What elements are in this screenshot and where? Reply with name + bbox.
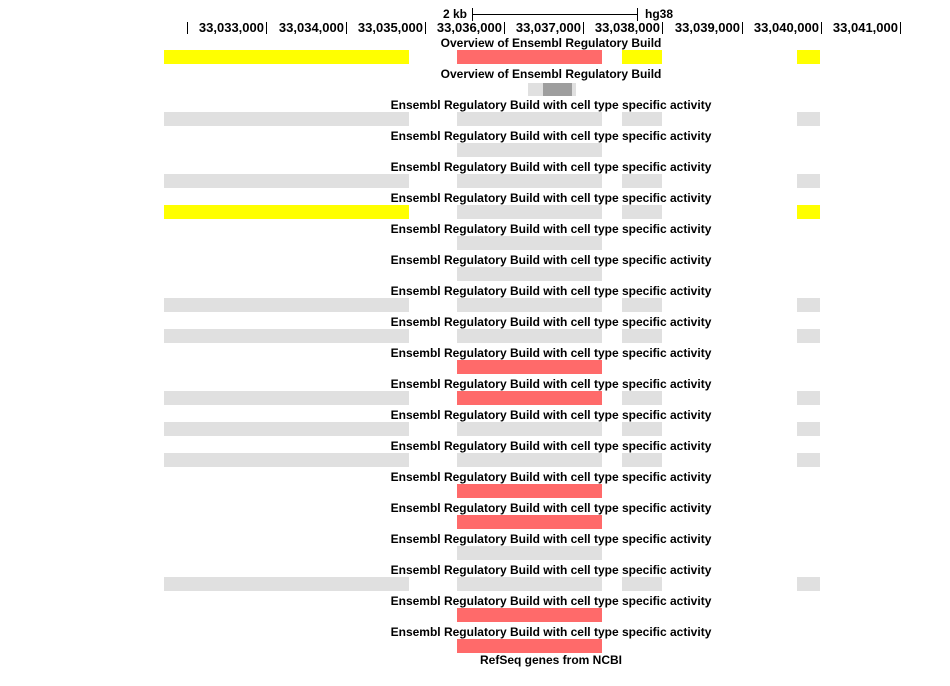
regulatory-feature-gray[interactable] — [164, 422, 409, 436]
cell-activity-track-1-title[interactable]: Ensembl Regulatory Build with cell type … — [390, 98, 712, 112]
regulatory-feature-yellow[interactable] — [797, 205, 820, 219]
regulatory-feature-gray[interactable] — [457, 267, 602, 281]
scale-bar-right-cap — [637, 8, 638, 21]
coordinate-tick — [346, 22, 347, 34]
coordinate-tick — [187, 22, 188, 34]
coordinate-tick — [742, 22, 743, 34]
coordinate-tick — [504, 22, 505, 34]
overview-regbuild-density-track-title[interactable]: Overview of Ensembl Regulatory Build — [440, 67, 662, 81]
regulatory-feature-gray[interactable] — [164, 391, 409, 405]
regulatory-feature-gray[interactable] — [622, 577, 662, 591]
coordinate-label: 33,034,000 — [278, 20, 344, 35]
regulatory-feature-gray[interactable] — [622, 422, 662, 436]
coordinate-tick — [662, 22, 663, 34]
regulatory-feature-gray[interactable] — [528, 83, 543, 96]
coordinate-label: 33,037,000 — [515, 20, 581, 35]
regulatory-feature-gray[interactable] — [457, 236, 602, 250]
coordinate-label: 33,041,000 — [832, 20, 898, 35]
cell-activity-track-7-title[interactable]: Ensembl Regulatory Build with cell type … — [390, 284, 712, 298]
cell-activity-track-4-title[interactable]: Ensembl Regulatory Build with cell type … — [390, 191, 712, 205]
regulatory-feature-gray[interactable] — [457, 143, 602, 157]
cell-activity-track-12-title[interactable]: Ensembl Regulatory Build with cell type … — [390, 439, 712, 453]
regulatory-feature-red[interactable] — [457, 515, 602, 529]
regulatory-feature-gray[interactable] — [797, 453, 820, 467]
regulatory-feature-gray[interactable] — [164, 112, 409, 126]
regulatory-feature-gray[interactable] — [622, 329, 662, 343]
regulatory-feature-gray[interactable] — [622, 298, 662, 312]
regulatory-feature-red[interactable] — [457, 360, 602, 374]
regulatory-feature-red[interactable] — [457, 608, 602, 622]
regulatory-feature-gray[interactable] — [457, 174, 602, 188]
coordinate-tick — [821, 22, 822, 34]
regulatory-feature-yellow[interactable] — [164, 50, 409, 64]
regulatory-feature-gray[interactable] — [797, 298, 820, 312]
refseq-genes-track-title[interactable]: RefSeq genes from NCBI — [479, 653, 623, 667]
scale-bar-label: 2 kb — [442, 7, 467, 21]
cell-activity-track-6-title[interactable]: Ensembl Regulatory Build with cell type … — [390, 253, 712, 267]
coordinate-tick — [583, 22, 584, 34]
regulatory-feature-gray[interactable] — [797, 422, 820, 436]
regulatory-feature-gray[interactable] — [164, 298, 409, 312]
regulatory-feature-yellow[interactable] — [164, 205, 409, 219]
regulatory-feature-gray[interactable] — [457, 298, 602, 312]
cell-activity-track-16-title[interactable]: Ensembl Regulatory Build with cell type … — [390, 563, 712, 577]
regulatory-feature-red[interactable] — [457, 50, 602, 64]
coordinate-label: 33,039,000 — [674, 20, 740, 35]
cell-activity-track-14-title[interactable]: Ensembl Regulatory Build with cell type … — [390, 501, 712, 515]
cell-activity-track-2-title[interactable]: Ensembl Regulatory Build with cell type … — [390, 129, 712, 143]
regulatory-feature-gray[interactable] — [797, 174, 820, 188]
coordinate-label: 33,036,000 — [436, 20, 502, 35]
regulatory-feature-gray[interactable] — [164, 453, 409, 467]
regulatory-feature-yellow[interactable] — [622, 50, 662, 64]
coordinate-label: 33,038,000 — [594, 20, 660, 35]
regulatory-feature-gray[interactable] — [622, 112, 662, 126]
cell-activity-track-9-title[interactable]: Ensembl Regulatory Build with cell type … — [390, 346, 712, 360]
regulatory-feature-red[interactable] — [457, 484, 602, 498]
cell-activity-track-3-title[interactable]: Ensembl Regulatory Build with cell type … — [390, 160, 712, 174]
regulatory-feature-gray[interactable] — [457, 422, 602, 436]
cell-activity-track-10-title[interactable]: Ensembl Regulatory Build with cell type … — [390, 377, 712, 391]
regulatory-feature-gray[interactable] — [457, 577, 602, 591]
regulatory-feature-gray[interactable] — [572, 83, 576, 96]
regulatory-feature-gray[interactable] — [797, 577, 820, 591]
coordinate-label: 33,033,000 — [198, 20, 264, 35]
regulatory-feature-gray[interactable] — [797, 112, 820, 126]
coordinate-tick — [266, 22, 267, 34]
regulatory-feature-gray[interactable] — [457, 453, 602, 467]
cell-activity-track-18-title[interactable]: Ensembl Regulatory Build with cell type … — [390, 625, 712, 639]
coordinate-tick — [425, 22, 426, 34]
overview-regbuild-track-title[interactable]: Overview of Ensembl Regulatory Build — [440, 36, 662, 50]
regulatory-feature-gray[interactable] — [457, 205, 602, 219]
regulatory-feature-gray[interactable] — [622, 174, 662, 188]
regulatory-feature-gray[interactable] — [457, 112, 602, 126]
coordinate-label: 33,035,000 — [357, 20, 423, 35]
assembly-label: hg38 — [645, 7, 674, 21]
coordinate-tick — [900, 22, 901, 34]
scale-bar-line — [472, 14, 637, 15]
cell-activity-track-8-title[interactable]: Ensembl Regulatory Build with cell type … — [390, 315, 712, 329]
regulatory-feature-gray[interactable] — [457, 329, 602, 343]
regulatory-feature-red[interactable] — [457, 391, 602, 405]
regulatory-feature-gray[interactable] — [164, 577, 409, 591]
regulatory-feature-gray[interactable] — [457, 546, 602, 560]
regulatory-feature-gray[interactable] — [797, 329, 820, 343]
regulatory-feature-gray[interactable] — [797, 391, 820, 405]
regulatory-feature-gray[interactable] — [622, 453, 662, 467]
regulatory-feature-yellow[interactable] — [797, 50, 820, 64]
cell-activity-track-15-title[interactable]: Ensembl Regulatory Build with cell type … — [390, 532, 712, 546]
cell-activity-track-13-title[interactable]: Ensembl Regulatory Build with cell type … — [390, 470, 712, 484]
regulatory-feature-gray[interactable] — [622, 205, 662, 219]
regulatory-feature-gray[interactable] — [164, 329, 409, 343]
regulatory-feature-darkgray[interactable] — [543, 83, 572, 96]
regulatory-feature-red[interactable] — [457, 639, 602, 653]
regulatory-feature-gray[interactable] — [622, 391, 662, 405]
coordinate-label: 33,040,000 — [753, 20, 819, 35]
regulatory-feature-gray[interactable] — [164, 174, 409, 188]
cell-activity-track-17-title[interactable]: Ensembl Regulatory Build with cell type … — [390, 594, 712, 608]
cell-activity-track-5-title[interactable]: Ensembl Regulatory Build with cell type … — [390, 222, 712, 236]
cell-activity-track-11-title[interactable]: Ensembl Regulatory Build with cell type … — [390, 408, 712, 422]
